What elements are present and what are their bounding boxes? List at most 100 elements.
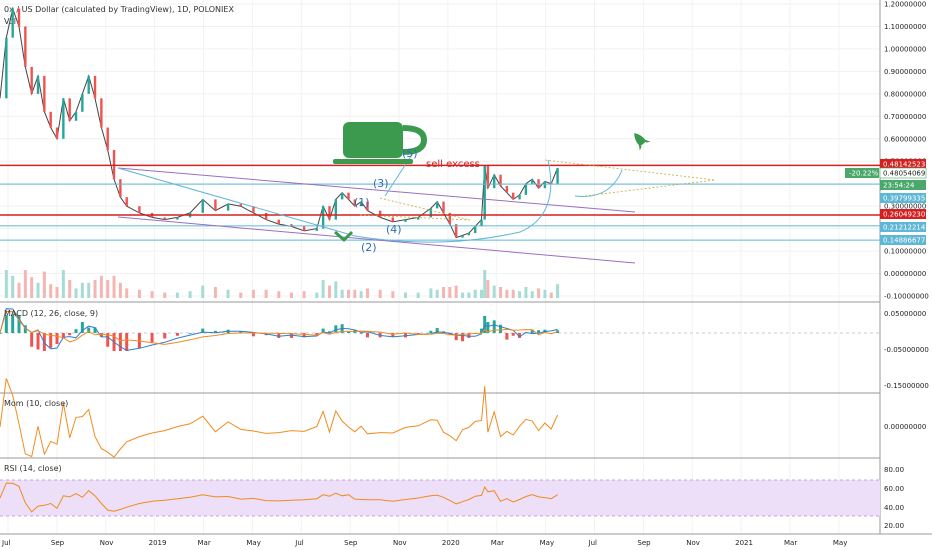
candle — [556, 167, 559, 184]
volume-bar — [334, 281, 338, 298]
time-tick-label: Sep — [637, 539, 651, 547]
time-tick-label: Nov — [100, 539, 114, 547]
macd-histogram-bar — [435, 328, 439, 333]
volume-bar — [537, 288, 541, 298]
macd-histogram-bar — [448, 333, 452, 335]
macd-histogram-bar — [391, 333, 395, 337]
candle — [49, 111, 52, 128]
mom-tick-label: 0.00000000 — [884, 423, 926, 431]
time-tick-label: Sep — [51, 539, 65, 547]
volume-bar — [163, 292, 167, 298]
macd-histogram-bar — [518, 333, 522, 338]
rsi-band — [0, 480, 880, 516]
volume-bar — [93, 280, 97, 298]
rsi-line — [0, 482, 558, 513]
volume-bar — [112, 275, 116, 298]
candle — [81, 93, 84, 112]
macd-signal-line — [0, 310, 558, 345]
price-badge — [880, 222, 926, 232]
macd-histogram-bar — [106, 333, 110, 347]
macd-histogram-bar — [175, 333, 179, 336]
macd-histogram-bar — [36, 333, 40, 350]
wave-projection-line — [384, 149, 416, 197]
wave-label-5: (5) — [402, 147, 418, 160]
price-badge-label: 23:54:24 — [883, 182, 915, 190]
price-tick-label: 0.80000000 — [884, 90, 926, 98]
volume-bar — [505, 289, 509, 298]
time-tick-label: Mar — [784, 539, 797, 547]
price-badges: 0.481425230.4805406923:54:240.397993350.… — [845, 159, 927, 245]
lower-channel-line — [117, 216, 636, 264]
volume-bar — [302, 291, 306, 298]
volume-bar — [353, 289, 357, 298]
macd-histogram-bar — [23, 325, 27, 333]
price-badge — [879, 167, 927, 179]
candle — [24, 26, 27, 67]
candle — [74, 111, 78, 121]
volume-bar — [327, 285, 331, 298]
volume-bar — [473, 289, 477, 298]
candle — [493, 174, 496, 189]
volume-bar — [442, 287, 446, 298]
price-badge — [880, 209, 926, 219]
macd-histogram-bar — [530, 329, 534, 333]
candle — [518, 194, 521, 200]
volume-bar — [201, 285, 205, 298]
candle — [93, 75, 97, 99]
macd-histogram-bar — [30, 333, 34, 347]
time-tick-label: Sep — [344, 539, 358, 547]
candle — [340, 192, 344, 200]
rsi-label: RSI (14, close) — [4, 464, 62, 473]
volume-bar — [315, 292, 319, 298]
macd-histogram-bar — [499, 324, 503, 333]
candle — [125, 197, 128, 207]
price-tick-label: 1.20000000 — [884, 1, 926, 9]
volume-bar — [429, 288, 433, 298]
candle — [512, 192, 515, 200]
rocket-icon — [634, 133, 651, 151]
volume-bar — [289, 292, 293, 298]
volume-bar — [106, 280, 110, 298]
volume-bar — [365, 288, 369, 298]
candle — [435, 201, 439, 209]
volume-bar — [213, 287, 217, 298]
volume-bar — [486, 280, 490, 298]
macd-histogram-bar — [125, 333, 129, 351]
volume-bar — [549, 292, 553, 298]
candle — [483, 165, 486, 220]
price-tick-label: 0.10000000 — [884, 248, 926, 256]
candle — [454, 224, 458, 238]
macd-histogram-bar — [416, 333, 420, 335]
macd-line — [0, 308, 558, 351]
volume-bar — [346, 289, 350, 298]
wave-label-3: (3) — [373, 177, 389, 190]
volume-bar — [99, 275, 103, 298]
cup-icon — [333, 122, 428, 164]
time-tick-label: Jul — [588, 539, 598, 547]
macd-histogram-bar — [49, 333, 53, 348]
change-badge-label: -20.22% — [849, 170, 879, 178]
volume-bar — [404, 292, 408, 298]
volume-bar — [480, 289, 484, 298]
mom-line — [0, 378, 559, 458]
macd-panel: 0.05000000 -0.05000000 -0.15000000 — [0, 308, 929, 390]
candle — [5, 37, 8, 99]
time-tick-label: Nov — [393, 539, 407, 547]
candle — [100, 98, 103, 128]
macd-tick-label: -0.15000000 — [884, 382, 929, 390]
price-tick-label: -0.10000000 — [884, 293, 929, 301]
price-tick-label: 1.10000000 — [884, 23, 926, 31]
volume-bar — [467, 292, 471, 298]
volume-bar — [42, 271, 46, 298]
candle — [353, 199, 357, 207]
macd-histogram-bar — [365, 333, 369, 338]
macd-histogram-bar — [537, 330, 541, 333]
candle — [226, 203, 230, 211]
sell-excess-label: sell excess — [426, 159, 480, 170]
volume-bar — [483, 270, 487, 298]
time-tick-label: Jul — [294, 539, 304, 547]
change-badge — [845, 168, 879, 178]
candle — [277, 219, 280, 225]
